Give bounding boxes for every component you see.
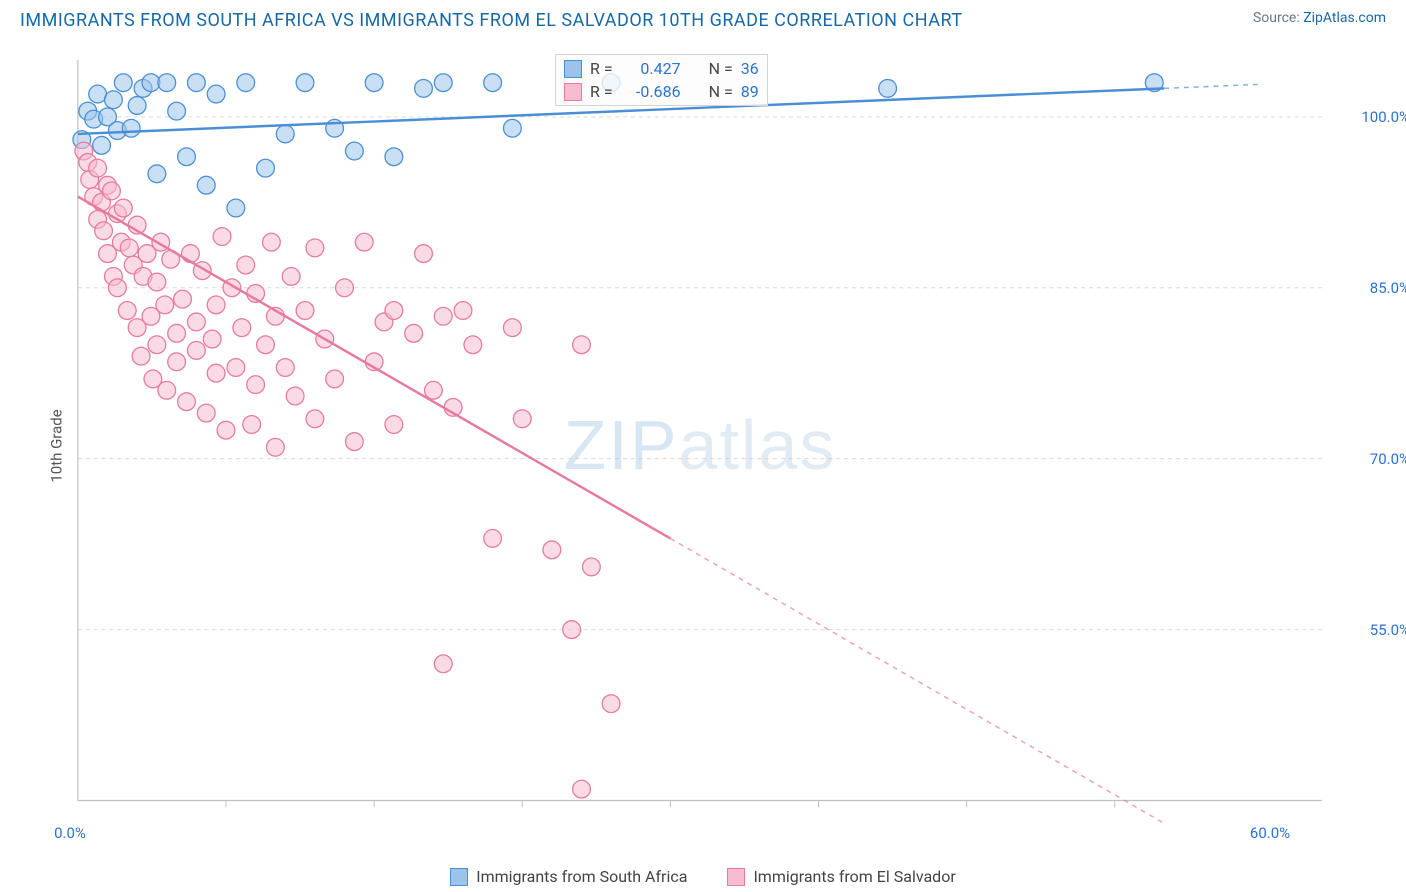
source-prefix: Source: bbox=[1253, 10, 1303, 26]
legend-swatch bbox=[727, 868, 745, 886]
x-tick-label: 60.0% bbox=[1250, 824, 1290, 842]
legend-label: Immigrants from El Salvador bbox=[753, 867, 955, 886]
legend-n-value: 89 bbox=[741, 82, 759, 101]
legend-corr-row-south_africa: R = 0.427 N = 36 bbox=[564, 57, 759, 80]
legend-item-south_africa[interactable]: Immigrants from South Africa bbox=[450, 867, 687, 886]
y-tick-label: 70.0% bbox=[1370, 450, 1406, 468]
legend-swatch bbox=[450, 868, 468, 886]
legend-item-el_salvador[interactable]: Immigrants from El Salvador bbox=[727, 867, 955, 886]
legend-r-label: R = bbox=[590, 82, 613, 101]
legend-r-value: 0.427 bbox=[621, 59, 681, 78]
chart-title: IMMIGRANTS FROM SOUTH AFRICA VS IMMIGRAN… bbox=[20, 10, 963, 31]
chart-area: ZIPatlas R = 0.427 N = 36 R = -0.686 N =… bbox=[60, 50, 1340, 840]
legend-n-label: N = bbox=[709, 59, 733, 78]
legend-label: Immigrants from South Africa bbox=[476, 867, 687, 886]
legend-r-value: -0.686 bbox=[621, 82, 681, 101]
y-tick-label: 55.0% bbox=[1370, 621, 1406, 639]
legend-n-label: N = bbox=[709, 82, 733, 101]
legend-corr-row-el_salvador: R = -0.686 N = 89 bbox=[564, 80, 759, 103]
y-tick-label: 100.0% bbox=[1361, 108, 1406, 126]
source-attribution: Source: ZipAtlas.com bbox=[1253, 10, 1386, 26]
legend-swatch bbox=[564, 83, 582, 101]
y-tick-label: 85.0% bbox=[1370, 279, 1406, 297]
legend-n-value: 36 bbox=[741, 59, 759, 78]
x-tick-label: 0.0% bbox=[54, 824, 86, 842]
series-legend: Immigrants from South Africa Immigrants f… bbox=[0, 867, 1406, 886]
correlation-legend: R = 0.427 N = 36 R = -0.686 N = 89 bbox=[555, 54, 768, 106]
legend-swatch bbox=[564, 60, 582, 78]
legend-r-label: R = bbox=[590, 59, 613, 78]
scatter-plot bbox=[60, 50, 1340, 840]
source-link[interactable]: ZipAtlas.com bbox=[1303, 10, 1386, 26]
